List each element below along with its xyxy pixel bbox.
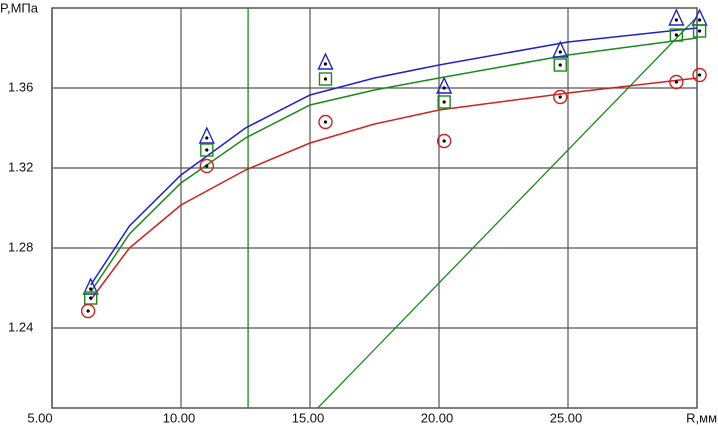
marker: [198, 126, 215, 144]
marker-dot: [89, 296, 93, 300]
marker-circle: [436, 133, 452, 149]
x-tick-label: 20.00: [421, 410, 454, 425]
marker-circle: [80, 303, 96, 319]
marker-square: [692, 24, 707, 38]
marker: [83, 291, 98, 305]
marker-dot: [205, 136, 209, 140]
marker-circle: [692, 67, 707, 83]
marker-square: [553, 58, 567, 72]
marker: [669, 74, 684, 90]
marker-square: [83, 291, 98, 305]
marker-triangle: [436, 76, 453, 94]
fit-curve: [90, 27, 698, 286]
marker: [436, 133, 452, 149]
marker: [82, 277, 99, 295]
marker-circle: [553, 89, 568, 105]
guide-line: [317, 16, 698, 409]
marker-dot: [558, 63, 562, 67]
fit-curve: [90, 37, 698, 293]
marker-dot: [674, 33, 678, 37]
y-tick-label: 1.28: [8, 239, 33, 254]
marker: [200, 143, 214, 157]
y-tick-label: 1.24: [8, 319, 33, 334]
y-tick-label: 1.36: [8, 79, 33, 94]
marker-dot: [442, 100, 446, 104]
marker-triangle: [82, 277, 99, 295]
marker-triangle: [198, 126, 215, 144]
marker-dot: [442, 139, 446, 143]
marker: [553, 89, 568, 105]
marker-circle: [669, 74, 684, 90]
marker: [552, 40, 569, 58]
marker-triangle: [668, 8, 685, 26]
marker-dot: [205, 164, 209, 168]
marker-circle: [199, 158, 215, 174]
marker-dot: [697, 18, 702, 22]
x-tick-label: 5.00: [27, 410, 52, 425]
fit-curve: [90, 77, 698, 301]
marker-square: [669, 28, 684, 42]
marker-square: [437, 95, 451, 109]
x-tick-label: 15.00: [292, 410, 325, 425]
marker-dot: [558, 50, 562, 54]
marker-triangle: [552, 40, 569, 58]
x-tick-label: 25.00: [550, 410, 583, 425]
marker-dot: [674, 80, 678, 84]
marker: [437, 95, 451, 109]
marker-dot: [697, 73, 702, 77]
marker: [553, 58, 567, 72]
marker: [692, 67, 707, 83]
marker: [668, 8, 685, 26]
marker-dot: [697, 29, 702, 33]
x-axis-label: R,мм: [686, 410, 717, 425]
marker-triangle: [317, 52, 334, 70]
y-axis-label: P,МПа: [0, 0, 39, 15]
plot-area: [51, 7, 698, 409]
marker-dot: [205, 148, 209, 152]
marker: [318, 72, 333, 86]
marker-dot: [89, 287, 93, 291]
marker-circle: [318, 114, 333, 130]
marker-dot: [86, 309, 90, 313]
marker-dot: [323, 77, 328, 81]
x-tick-label: 10.00: [163, 410, 196, 425]
marker: [80, 303, 96, 319]
y-tick-label: 1.32: [8, 159, 33, 174]
marker-dot: [674, 18, 678, 22]
marker-dot: [323, 62, 328, 66]
marker-square: [200, 143, 214, 157]
marker-dot: [442, 86, 446, 90]
marker: [317, 52, 334, 70]
marker: [318, 114, 333, 130]
marker: [692, 24, 707, 38]
marker-square: [318, 72, 333, 86]
marker: [669, 28, 684, 42]
marker: [199, 158, 215, 174]
marker: [436, 76, 453, 94]
marker-dot: [323, 120, 328, 124]
marker-dot: [558, 95, 562, 99]
